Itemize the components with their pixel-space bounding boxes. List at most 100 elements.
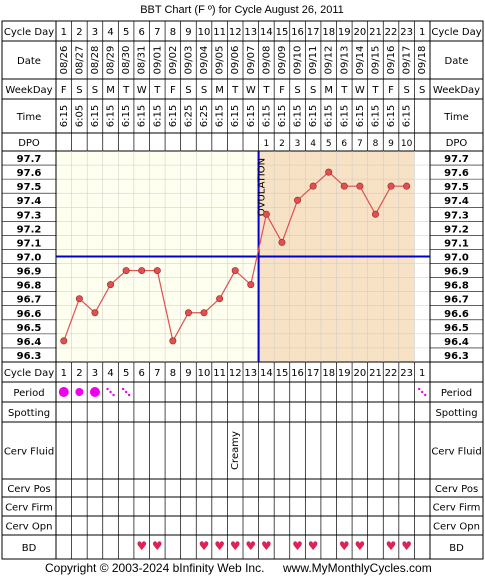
dpo-cell: 3 xyxy=(295,139,301,149)
row-label-spotting: Spotting xyxy=(8,408,50,419)
row-label-period: Period xyxy=(13,388,44,399)
y-tick-right: 97.4 xyxy=(444,196,469,207)
website-link-text[interactable]: www.MyMonthlyCycles.com xyxy=(282,561,432,575)
cycle-day-cell-bottom: 7 xyxy=(154,368,160,379)
cycle-day-cell: 22 xyxy=(385,27,398,38)
date-cell: 09/18 xyxy=(417,46,428,75)
cycle-day-cell: 10 xyxy=(198,27,211,38)
cycle-day-cell: 9 xyxy=(185,27,191,38)
date-cell: 08/28 xyxy=(90,46,101,75)
cycle-day-cell: 14 xyxy=(260,27,273,38)
row-label-right-bd: BD xyxy=(449,543,464,554)
y-tick-right: 97.2 xyxy=(444,224,469,235)
period-heavy-dot xyxy=(58,387,69,397)
weekday-cell: S xyxy=(294,85,300,96)
y-tick-right: 97.3 xyxy=(444,210,469,221)
spot-dot xyxy=(109,390,112,394)
bd-heart-icon: ♥ xyxy=(199,539,210,553)
dpo-cell: 6 xyxy=(341,139,347,149)
cycle-day-cell-bottom: 12 xyxy=(229,368,242,379)
cycle-day-cell-bottom: 20 xyxy=(354,368,367,379)
spot-dot xyxy=(124,390,128,394)
cycle-day-cell: 1 xyxy=(419,27,425,38)
chart-grid xyxy=(1,20,484,560)
time-cell: 6:15 xyxy=(261,105,272,127)
temperature-point-day-6 xyxy=(138,267,146,275)
date-cell: 09/12 xyxy=(324,46,335,75)
date-cell: 09/06 xyxy=(230,46,241,75)
time-cell: 6:15 xyxy=(370,105,381,127)
weekday-cell: S xyxy=(92,85,98,96)
time-cell: 6:15 xyxy=(90,105,101,127)
date-cell: 09/17 xyxy=(402,46,413,75)
cycle-day-cell-bottom: 4 xyxy=(107,368,113,379)
row-label-cycle-day: Cycle Day xyxy=(4,27,54,38)
temperature-point-day-13 xyxy=(247,281,255,289)
temperature-point-day-18 xyxy=(325,168,333,176)
bd-heart-icon: ♥ xyxy=(245,539,256,553)
y-tick-left: 96.6 xyxy=(17,309,42,320)
date-cell: 09/05 xyxy=(215,46,226,75)
time-cell: 6:15 xyxy=(277,105,288,127)
cell-values: 11F08/266:1522S08/276:0533S08/286:1544M0… xyxy=(59,27,428,553)
spot-dot xyxy=(127,393,131,397)
row-label-right-date: Date xyxy=(445,56,469,67)
cycle-day-cell: 3 xyxy=(92,27,98,38)
cycle-day-cell: 5 xyxy=(123,27,129,38)
cycle-day-cell-bottom: 1 xyxy=(419,368,425,379)
website-link[interactable]: www.MyMonthlyCycles.com xyxy=(282,561,432,575)
date-cell: 08/30 xyxy=(121,46,132,75)
temperature-point-day-1 xyxy=(60,337,68,345)
date-cell: 09/14 xyxy=(355,46,366,75)
row-label-bd: BD xyxy=(22,543,37,554)
period-spotting-dots xyxy=(106,387,115,397)
temperature-point-day-10 xyxy=(200,309,208,317)
weekday-cell: W xyxy=(246,85,256,96)
chart-border xyxy=(1,20,484,560)
temperature-point-day-20 xyxy=(356,182,364,190)
time-cell: 6:15 xyxy=(246,105,257,127)
cycle-day-cell: 17 xyxy=(307,27,320,38)
date-cell: 09/11 xyxy=(308,46,319,75)
y-tick-right: 96.8 xyxy=(444,281,469,292)
temperature-point-day-5 xyxy=(122,267,130,275)
y-tick-right: 96.5 xyxy=(444,323,469,334)
copyright-text: Copyright © 2003-2024 bInfinity Web Inc. xyxy=(45,561,264,575)
temperature-point-day-3 xyxy=(91,309,99,317)
temperature-point-day-21 xyxy=(371,210,379,218)
row-label-cycle-day-bottom: Cycle Day xyxy=(4,368,54,379)
row-label-right-cerv-opn: Cerv Opn xyxy=(433,522,480,533)
cycle-day-cell-bottom: 18 xyxy=(322,368,335,379)
time-cell: 6:15 xyxy=(308,105,319,127)
y-tick-left: 96.9 xyxy=(17,267,42,278)
y-tick-left: 96.5 xyxy=(17,323,42,334)
cycle-day-cell: 19 xyxy=(338,27,351,38)
y-tick-right: 96.6 xyxy=(444,309,469,320)
date-cell: 09/15 xyxy=(370,46,381,75)
cycle-day-cell-bottom: 15 xyxy=(276,368,289,379)
weekday-cell: T xyxy=(340,85,348,96)
period-heavy-dot xyxy=(89,387,100,397)
row-label-right-cycle-day: Cycle Day xyxy=(431,27,481,38)
temperature-point-day-23 xyxy=(403,182,411,190)
temperature-plot: OVULATION xyxy=(56,151,430,362)
date-cell: 09/09 xyxy=(277,46,288,75)
temperature-point-day-19 xyxy=(340,182,348,190)
row-label-right-cerv-pos: Cerv Pos xyxy=(435,484,478,495)
y-tick-right: 96.9 xyxy=(444,267,469,278)
temperature-point-day-9 xyxy=(184,309,192,317)
cycle-day-cell-bottom: 6 xyxy=(139,368,145,379)
cycle-day-cell: 7 xyxy=(154,27,160,38)
y-tick-left: 97.0 xyxy=(17,253,42,264)
time-cell: 6:25 xyxy=(199,105,210,127)
cycle-day-cell: 18 xyxy=(322,27,335,38)
row-label-dpo: DPO xyxy=(18,138,40,149)
cycle-day-cell: 12 xyxy=(229,27,242,38)
cycle-day-cell-bottom: 10 xyxy=(198,368,211,379)
y-tick-right: 97.5 xyxy=(444,182,469,193)
date-cell: 08/31 xyxy=(137,46,148,75)
bd-heart-icon: ♥ xyxy=(308,539,319,553)
weekday-cell: T xyxy=(153,85,161,96)
cycle-day-cell-bottom: 11 xyxy=(213,368,226,379)
